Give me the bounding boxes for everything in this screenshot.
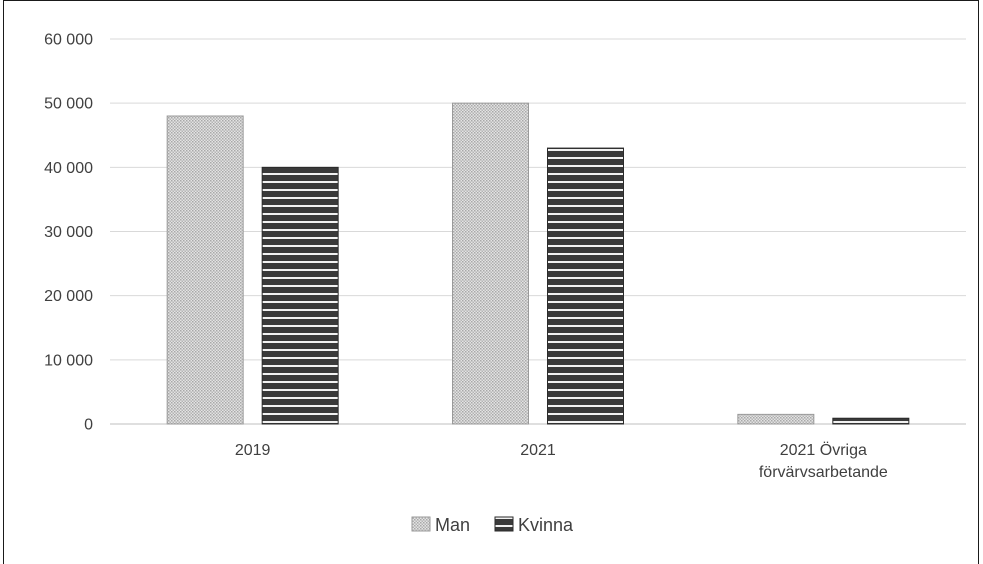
legend-label-man: Man xyxy=(435,515,470,535)
legend: Man Kvinna xyxy=(411,515,574,535)
y-tick-label: 20 000 xyxy=(44,288,93,305)
bar-man-1 xyxy=(452,102,529,425)
legend-swatch-man xyxy=(411,516,431,532)
x-category-label: 2019 xyxy=(235,442,271,459)
legend-label-kvinna: Kvinna xyxy=(518,515,574,535)
bar-man-2 xyxy=(737,413,815,425)
y-axis-ticks: 0 10 000 20 000 30 000 40 000 50 000 60 000 xyxy=(44,32,93,434)
bar-kvinna-0 xyxy=(261,166,339,425)
y-tick-label: 30 000 xyxy=(44,224,93,241)
gridlines xyxy=(110,38,966,425)
y-tick-label: 10 000 xyxy=(44,352,93,369)
bar-man-0 xyxy=(166,115,244,425)
x-category-label: 2021 Övriga xyxy=(780,441,867,459)
bar-kvinna-2 xyxy=(832,417,910,425)
bars xyxy=(166,102,910,425)
bar-kvinna-1 xyxy=(547,147,624,425)
y-tick-label: 50 000 xyxy=(44,96,93,113)
y-tick-label: 0 xyxy=(84,417,93,434)
legend-swatch-kvinna xyxy=(494,516,514,532)
y-tick-label: 40 000 xyxy=(44,160,93,177)
x-category-label: 2021 xyxy=(520,442,556,459)
x-axis-categories: 2019 2021 2021 Övriga förvärvsarbetande xyxy=(235,441,888,481)
y-tick-label: 60 000 xyxy=(44,32,93,49)
x-category-label: förvärvsarbetande xyxy=(759,464,888,481)
